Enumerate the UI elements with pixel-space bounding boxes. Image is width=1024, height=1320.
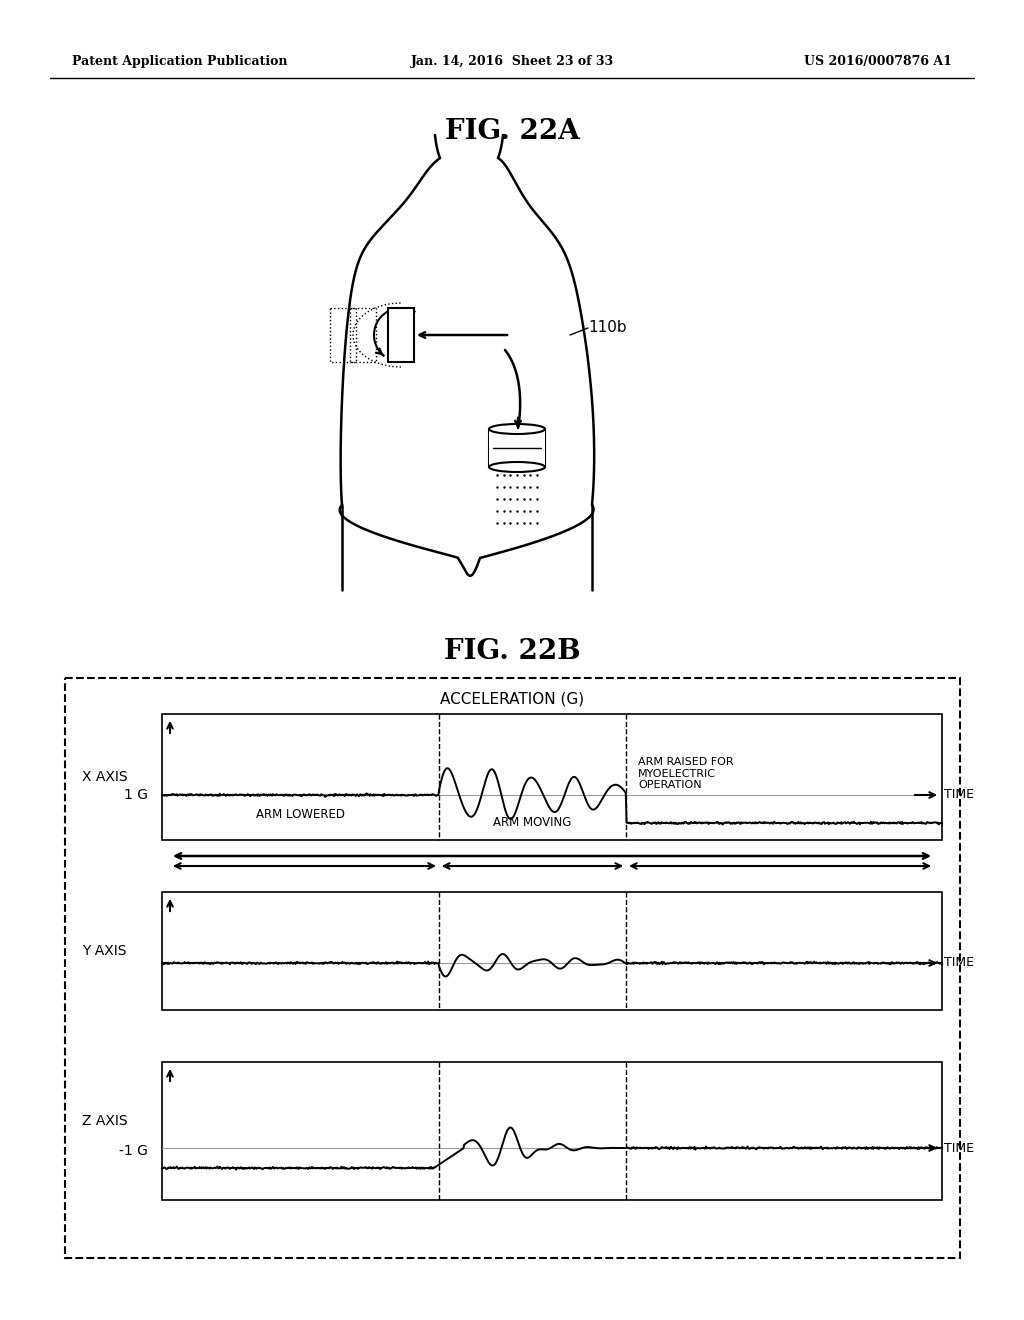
Text: FIG. 22A: FIG. 22A	[444, 117, 580, 145]
Polygon shape	[162, 1063, 942, 1200]
Text: ARM RAISED FOR
MYOELECTRIC
OPERATION: ARM RAISED FOR MYOELECTRIC OPERATION	[638, 756, 734, 791]
Text: Patent Application Publication: Patent Application Publication	[72, 55, 288, 69]
Text: US 2016/0007876 A1: US 2016/0007876 A1	[804, 55, 952, 69]
Text: ARM LOWERED: ARM LOWERED	[256, 808, 345, 821]
Polygon shape	[162, 892, 942, 1010]
Polygon shape	[162, 714, 942, 840]
Polygon shape	[388, 308, 414, 362]
Text: ARM MOVING: ARM MOVING	[494, 817, 571, 829]
Text: TIME: TIME	[944, 957, 974, 969]
Text: TIME: TIME	[944, 1142, 974, 1155]
Text: Y AXIS: Y AXIS	[82, 944, 127, 958]
Text: X AXIS: X AXIS	[82, 770, 128, 784]
Text: Z AXIS: Z AXIS	[82, 1114, 128, 1129]
Text: FIG. 22B: FIG. 22B	[443, 638, 581, 665]
Ellipse shape	[489, 462, 545, 473]
Text: TIME: TIME	[944, 788, 974, 801]
Polygon shape	[489, 429, 545, 467]
Text: Jan. 14, 2016  Sheet 23 of 33: Jan. 14, 2016 Sheet 23 of 33	[411, 55, 613, 69]
Text: 1 G: 1 G	[124, 788, 148, 803]
Text: -1 G: -1 G	[119, 1144, 148, 1158]
Text: ACCELERATION (G): ACCELERATION (G)	[440, 692, 584, 708]
Text: 110b: 110b	[588, 321, 627, 335]
